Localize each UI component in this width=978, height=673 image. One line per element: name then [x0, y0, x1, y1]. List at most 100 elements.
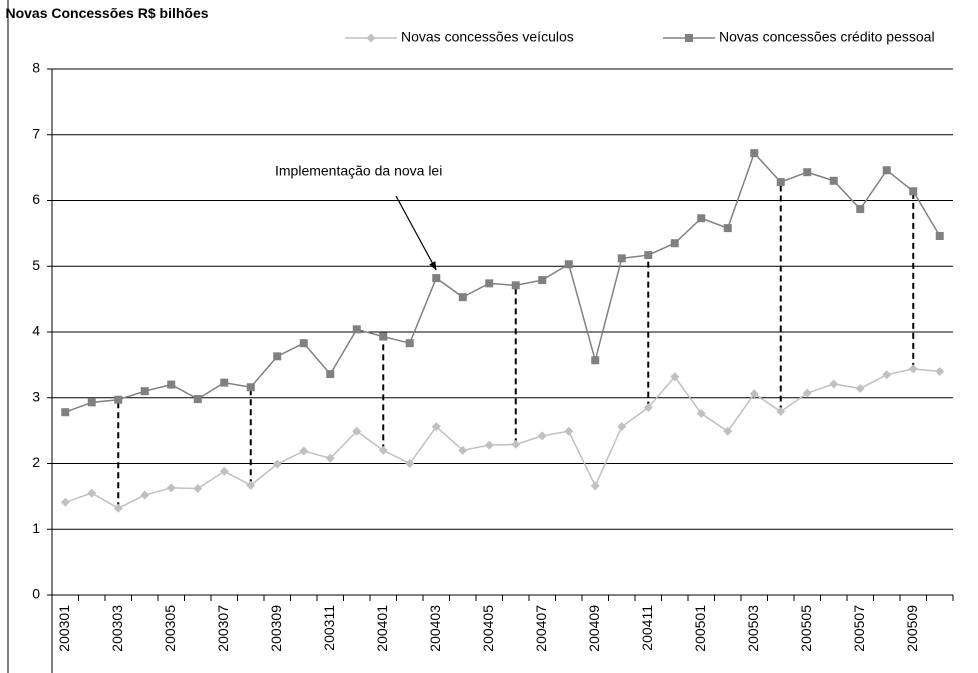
marker: [326, 370, 335, 379]
marker: [511, 281, 520, 290]
y-tick-label: 4: [32, 323, 40, 339]
y-tick-label: 8: [32, 60, 40, 76]
marker: [537, 431, 547, 441]
x-tick-label: 200507: [851, 605, 867, 652]
y-tick-label: 0: [32, 586, 40, 602]
legend-label: Novas concessões veículos: [401, 29, 574, 45]
marker: [113, 503, 123, 513]
legend-marker: [685, 34, 693, 42]
x-tick-label: 200401: [374, 605, 390, 652]
marker: [167, 380, 176, 389]
marker: [829, 379, 839, 389]
marker: [87, 398, 96, 407]
marker: [856, 205, 865, 214]
marker: [219, 466, 229, 476]
marker: [140, 490, 150, 500]
legend-marker: [366, 33, 376, 43]
marker: [246, 383, 255, 392]
x-tick-label: 200503: [745, 605, 761, 652]
marker: [591, 356, 600, 365]
annotation: Implementação da nova lei: [275, 163, 442, 179]
marker: [696, 409, 706, 419]
marker: [273, 352, 282, 361]
x-tick-label: 200505: [798, 605, 814, 652]
annotation-arrow: [395, 195, 437, 271]
marker: [882, 166, 891, 175]
chart-title: Novas Concessões R$ bilhões: [5, 5, 209, 21]
marker: [405, 339, 414, 348]
x-tick-label: 200303: [109, 605, 125, 652]
marker: [617, 422, 627, 432]
series-line: [65, 368, 940, 510]
marker: [431, 422, 441, 432]
marker: [935, 232, 944, 241]
marker: [776, 407, 786, 417]
marker: [60, 497, 70, 507]
marker: [272, 459, 282, 469]
marker: [855, 384, 865, 394]
marker: [325, 453, 335, 463]
marker: [909, 187, 918, 196]
marker: [564, 260, 573, 269]
marker: [617, 254, 626, 263]
y-tick-label: 2: [32, 454, 40, 470]
marker: [432, 274, 441, 283]
marker: [643, 403, 653, 413]
marker: [723, 224, 732, 233]
marker: [220, 378, 229, 387]
marker: [485, 279, 494, 288]
marker: [935, 366, 945, 376]
y-tick-label: 3: [32, 388, 40, 404]
marker: [538, 276, 547, 285]
x-tick-label: 200307: [215, 605, 231, 652]
marker: [882, 370, 892, 380]
marker: [87, 488, 97, 498]
x-tick-label: 200309: [268, 605, 284, 652]
marker: [749, 389, 759, 399]
x-tick-label: 200411: [639, 605, 655, 651]
marker: [114, 395, 123, 404]
legend-label: Novas concessões crédito pessoal: [719, 29, 935, 45]
marker: [776, 178, 785, 187]
series-line: [64, 151, 941, 413]
marker: [379, 332, 388, 341]
marker: [829, 176, 838, 185]
marker: [644, 251, 653, 260]
marker: [352, 325, 361, 334]
marker: [166, 483, 176, 493]
x-tick-label: 200509: [904, 605, 920, 652]
y-tick-label: 5: [32, 257, 40, 273]
marker: [564, 426, 574, 436]
x-tick-label: 200305: [162, 605, 178, 652]
marker: [193, 483, 203, 493]
x-tick-label: 200501: [692, 605, 708, 652]
marker: [670, 239, 679, 248]
x-tick-label: 200405: [480, 605, 496, 652]
x-tick-label: 200409: [586, 605, 602, 652]
x-tick-label: 200403: [427, 605, 443, 652]
y-tick-label: 1: [32, 520, 40, 536]
marker: [590, 481, 600, 491]
marker: [458, 445, 468, 455]
marker: [405, 459, 415, 468]
y-tick-label: 7: [32, 125, 40, 141]
marker: [511, 439, 521, 449]
marker: [193, 395, 202, 404]
marker: [140, 387, 149, 396]
y-tick-label: 6: [32, 191, 40, 207]
marker: [723, 426, 733, 436]
marker: [299, 339, 308, 348]
marker: [670, 372, 680, 382]
x-tick-label: 200301: [56, 605, 72, 652]
x-tick-label: 200311: [321, 605, 337, 651]
marker: [484, 440, 494, 450]
marker: [750, 149, 759, 158]
marker: [458, 293, 467, 302]
arrow-head: [429, 261, 437, 271]
marker: [697, 214, 706, 223]
x-tick-label: 200407: [533, 605, 549, 652]
marker: [61, 408, 70, 417]
marker: [908, 364, 918, 374]
